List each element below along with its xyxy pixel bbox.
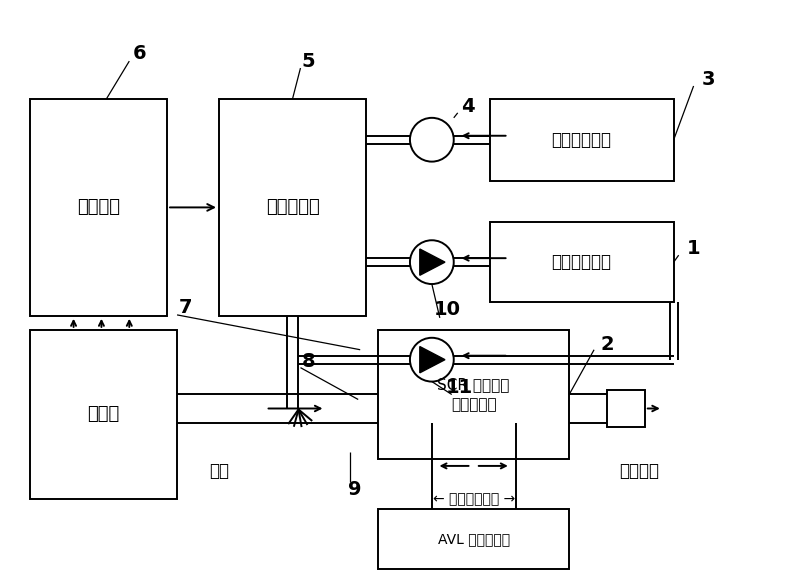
Text: 4: 4 bbox=[461, 97, 474, 116]
Text: 排入大气: 排入大气 bbox=[619, 462, 659, 480]
Text: SCR 选择性催
化转化装置: SCR 选择性催 化转化装置 bbox=[438, 377, 510, 412]
Bar bbox=[607, 390, 645, 427]
Text: 7: 7 bbox=[178, 298, 192, 318]
Text: ← 专用采样管道 →: ← 专用采样管道 → bbox=[433, 492, 514, 506]
Text: 电控单元: 电控单元 bbox=[77, 198, 120, 216]
Text: 8: 8 bbox=[302, 352, 315, 371]
Text: 1: 1 bbox=[686, 239, 701, 258]
Bar bbox=[490, 222, 674, 302]
Text: 2: 2 bbox=[600, 335, 614, 355]
Bar bbox=[30, 330, 177, 499]
Text: 尿素水溶液箱: 尿素水溶液箱 bbox=[552, 130, 612, 149]
Text: 5: 5 bbox=[302, 51, 315, 71]
Text: 10: 10 bbox=[434, 301, 462, 319]
Text: 3: 3 bbox=[702, 70, 715, 88]
Bar bbox=[219, 99, 366, 316]
Bar bbox=[378, 509, 569, 569]
Bar bbox=[30, 99, 167, 316]
Polygon shape bbox=[420, 346, 445, 373]
Text: 柴油机: 柴油机 bbox=[87, 405, 119, 424]
Bar bbox=[490, 99, 674, 181]
Text: 废气: 废气 bbox=[209, 462, 229, 480]
Text: 尿素计量器: 尿素计量器 bbox=[266, 198, 319, 216]
Text: AVL 废气分析仪: AVL 废气分析仪 bbox=[438, 532, 510, 546]
Bar bbox=[378, 330, 569, 459]
Text: 压缩天然气罐: 压缩天然气罐 bbox=[552, 253, 612, 271]
Text: 9: 9 bbox=[349, 480, 362, 498]
Text: 6: 6 bbox=[133, 44, 146, 63]
Polygon shape bbox=[420, 249, 445, 276]
Text: 11: 11 bbox=[446, 378, 474, 397]
